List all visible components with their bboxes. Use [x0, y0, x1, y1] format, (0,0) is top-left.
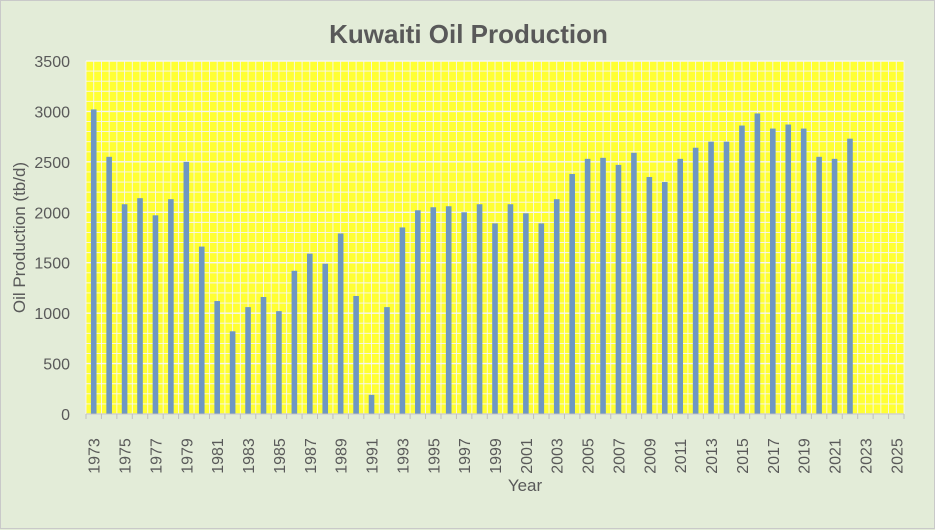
bar-1973	[90, 109, 97, 414]
x-tick-label: 1997	[457, 438, 474, 474]
bar-1986	[291, 270, 298, 414]
bar-2015	[739, 125, 745, 414]
bar-1979	[183, 161, 190, 414]
x-tick-label: 1987	[303, 438, 320, 474]
x-tick-label: 1977	[148, 438, 165, 474]
bar-2001	[523, 213, 529, 414]
bar-2020	[816, 156, 822, 415]
bar-2008	[631, 152, 637, 414]
x-tick-label: 2011	[673, 439, 690, 474]
x-tick-label: 2001	[519, 438, 536, 474]
y-tick-label: 3500	[34, 54, 70, 71]
y-tick-label: 1000	[34, 306, 70, 323]
x-tick-label: 2009	[642, 438, 659, 474]
x-tick-label: 1975	[118, 438, 135, 474]
bar-1993	[399, 227, 406, 414]
bar-1995	[430, 207, 437, 414]
x-tick-label: 1981	[210, 438, 227, 474]
bar-1994	[415, 210, 421, 414]
y-tick-label: 2000	[34, 205, 70, 222]
bar-2009	[646, 176, 653, 414]
bar-2013	[708, 141, 714, 414]
x-tick-label: 1989	[334, 438, 351, 474]
bar-2000	[507, 204, 514, 414]
x-tick-label: 1995	[426, 438, 443, 474]
y-tick-label: 2500	[34, 155, 70, 172]
bar-1982	[229, 331, 236, 414]
y-tick-label: 500	[43, 357, 70, 374]
x-tick-label: 1973	[87, 438, 104, 474]
bar-1997	[461, 212, 467, 414]
bar-1989	[337, 233, 344, 414]
bar-1981	[214, 301, 220, 414]
bar-2006	[600, 157, 606, 414]
bar-2021	[831, 158, 838, 414]
y-axis-title: Oil Production (tb/d)	[10, 162, 29, 313]
y-tick-label: 3000	[34, 104, 70, 121]
x-axis-title: Year	[508, 476, 543, 495]
x-tick-label: 2003	[550, 438, 567, 474]
bar-1998	[476, 204, 483, 414]
x-tick-label: 1979	[179, 438, 196, 474]
x-tick-label: 2015	[735, 438, 752, 474]
bar-1985	[276, 311, 282, 414]
x-tick-label: 1983	[241, 438, 258, 474]
x-tick-label: 1993	[395, 438, 412, 474]
x-tick-label: 2019	[797, 438, 814, 474]
bar-2002	[538, 223, 545, 414]
y-tick-label: 1500	[34, 256, 70, 273]
bar-1987	[306, 253, 313, 414]
bar-1974	[106, 156, 112, 415]
bar-1996	[445, 206, 452, 414]
x-tick-label: 2005	[581, 438, 598, 474]
x-tick-label: 2023	[858, 438, 875, 474]
bar-2016	[754, 113, 761, 415]
bar-1992	[384, 307, 390, 414]
bar-1990	[353, 295, 359, 414]
y-tick-label: 0	[61, 407, 70, 424]
bar-1988	[322, 263, 329, 414]
bar-2007	[615, 164, 622, 414]
x-tick-label: 2007	[611, 438, 628, 474]
bar-2018	[785, 124, 792, 414]
bar-1978	[168, 199, 174, 414]
bar-1977	[152, 215, 159, 414]
x-tick-label: 2025	[889, 438, 906, 474]
bar-2005	[584, 158, 591, 414]
bar-1991	[368, 394, 375, 414]
x-tick-label: 2013	[704, 438, 721, 474]
bar-2004	[569, 173, 575, 414]
bar-2012	[692, 147, 699, 415]
chart-title: Kuwaiti Oil Production	[329, 19, 608, 49]
bar-1999	[492, 223, 498, 414]
x-tick-label: 1991	[365, 438, 382, 474]
bar-1984	[260, 297, 267, 414]
x-tick-label: 1985	[272, 438, 289, 474]
bar-2019	[800, 128, 807, 414]
x-tick-label: 2021	[828, 438, 845, 474]
bar-2022	[847, 138, 853, 414]
bar-2003	[553, 199, 560, 414]
x-tick-label: 1999	[488, 438, 505, 474]
bar-2017	[770, 128, 776, 414]
bar-2011	[677, 158, 684, 414]
x-tick-label: 2017	[766, 438, 783, 474]
bar-2010	[661, 182, 668, 414]
bar-1976	[137, 198, 143, 414]
bar-1975	[121, 204, 128, 414]
bar-1980	[198, 246, 205, 414]
bar-1983	[245, 307, 251, 414]
bar-2014	[723, 141, 730, 414]
